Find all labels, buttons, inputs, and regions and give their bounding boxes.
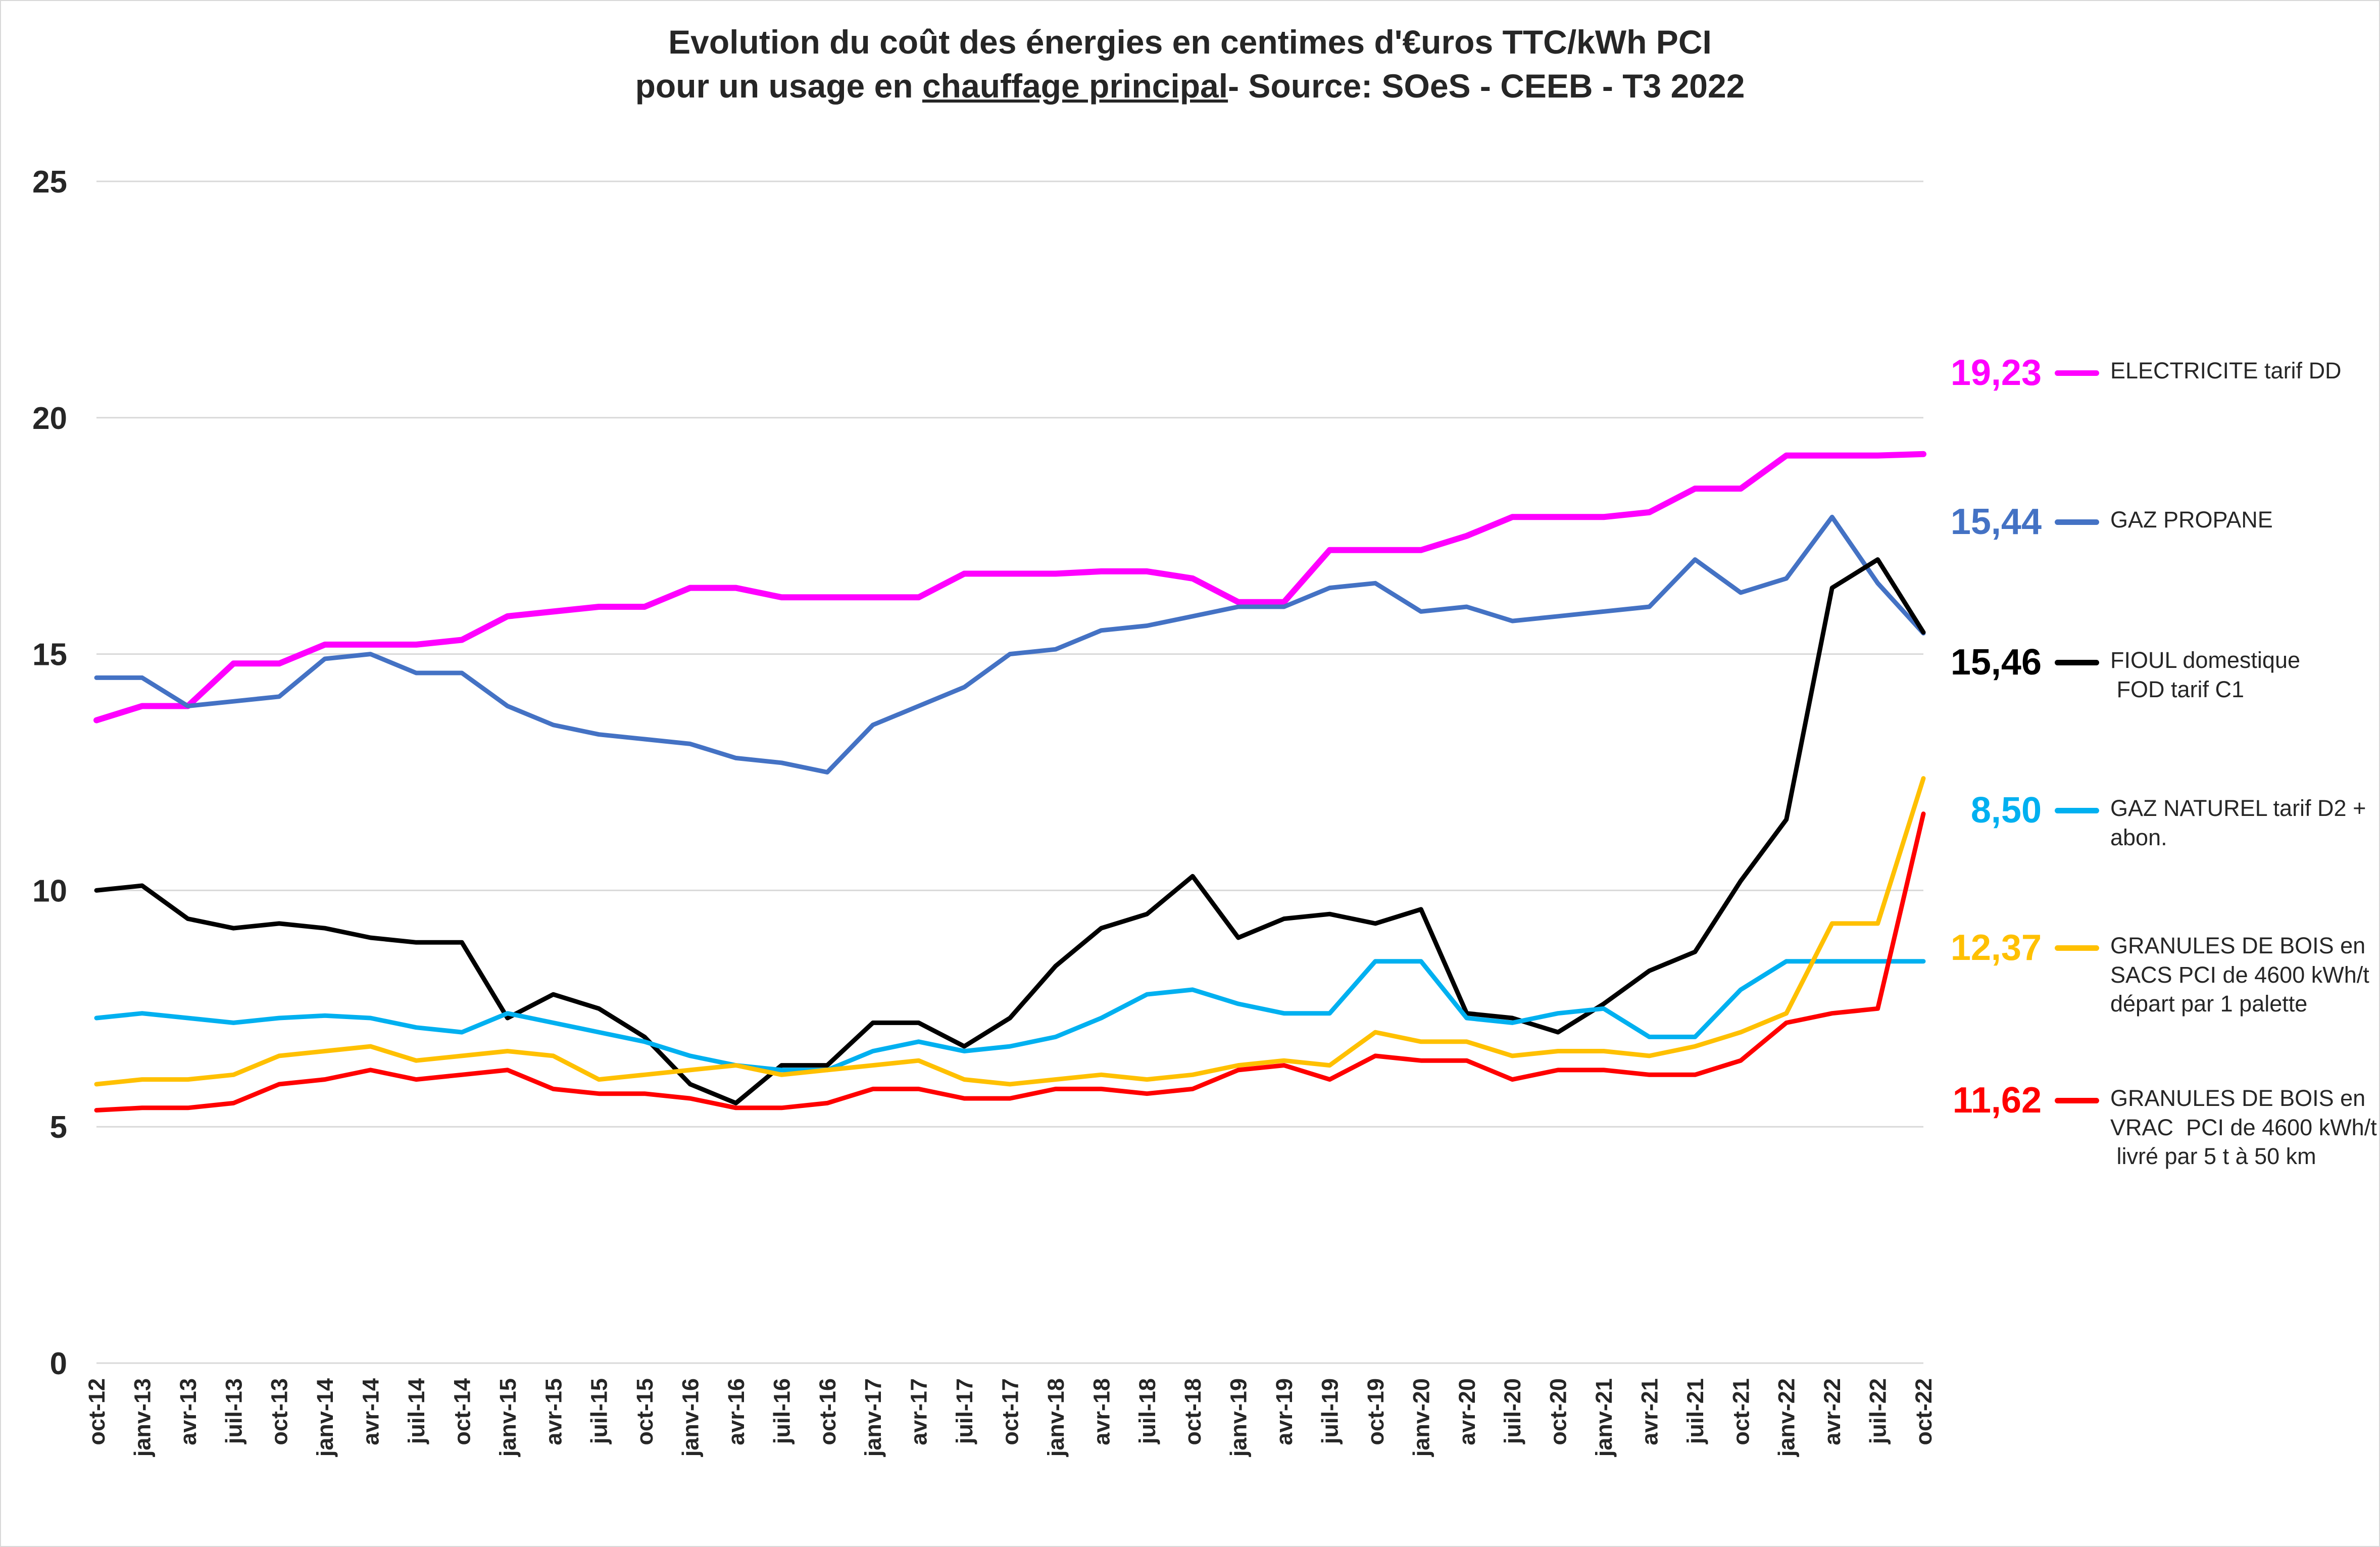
x-axis-tick-label: juil-14 [404, 1378, 429, 1444]
chart-title-line2-underlined: chauffage principal [922, 67, 1228, 105]
x-axis-tick-label: oct-21 [1728, 1378, 1754, 1445]
chart-title-line2-suffix: - Source: SOeS - CEEB - T3 2022 [1228, 67, 1745, 105]
x-axis-tick-label: oct-20 [1546, 1378, 1571, 1445]
x-axis-tick-label: avr-13 [175, 1378, 201, 1445]
x-axis-tick-label: oct-12 [84, 1378, 110, 1445]
chart-title-line1: Evolution du coût des énergies en centim… [668, 23, 1712, 61]
x-axis-tick-label: avr-15 [540, 1378, 566, 1445]
x-axis-tick-label: janv-21 [1591, 1378, 1617, 1457]
series-line-granules-vrac [94, 811, 1926, 1113]
x-axis-tick-label: janv-22 [1774, 1378, 1800, 1457]
y-axis-tick-label: 5 [50, 1110, 67, 1145]
x-axis-tick-label: avr-21 [1637, 1378, 1662, 1445]
x-axis-tick-label: juil-15 [586, 1378, 612, 1444]
x-axis-tick-label: janv-16 [678, 1378, 704, 1457]
y-axis-tick-label: 25 [32, 165, 67, 200]
x-axis-tick-label: juil-17 [952, 1378, 977, 1444]
x-axis-tick-label: avr-14 [358, 1378, 384, 1445]
chart-title-line2: pour un usage en chauffage principal- So… [1, 64, 2379, 108]
x-axis-tick-label: oct-15 [632, 1378, 658, 1445]
x-axis-tick-label: janv-13 [129, 1378, 155, 1457]
x-axis-tick-label: janv-19 [1226, 1378, 1252, 1457]
x-axis-tick-label: juil-16 [769, 1378, 795, 1444]
chart-title-line2-prefix: pour un usage en [635, 67, 922, 105]
x-axis-tick-label: juil-19 [1317, 1378, 1343, 1444]
x-axis-tick-label: avr-17 [906, 1378, 932, 1445]
series-line-gaz-propane [94, 514, 1926, 775]
x-axis-tick-label: juil-13 [221, 1378, 246, 1444]
series-line-granules-sacs [94, 776, 1926, 1087]
x-axis-tick-label: oct-18 [1180, 1378, 1206, 1445]
x-axis-tick-label: juil-22 [1865, 1378, 1891, 1444]
y-axis-tick-label: 20 [32, 401, 67, 436]
x-axis-tick-label: avr-18 [1088, 1378, 1114, 1445]
x-axis-tick-label: oct-17 [998, 1378, 1023, 1445]
x-axis-tick-label: avr-22 [1819, 1378, 1845, 1445]
x-axis-tick-label: oct-19 [1363, 1378, 1389, 1445]
x-axis-tick-label: janv-20 [1408, 1378, 1434, 1457]
y-axis-tick-label: 10 [32, 874, 67, 908]
x-axis-tick-label: oct-13 [267, 1378, 292, 1445]
x-axis-tick-label: avr-16 [723, 1378, 749, 1445]
y-axis-tick-label: 15 [32, 638, 67, 672]
x-axis-tick-label: oct-14 [449, 1378, 475, 1445]
series-line-gaz-naturel [94, 959, 1926, 1073]
x-axis-tick-label: juil-20 [1500, 1378, 1525, 1444]
x-axis-tick-label: avr-19 [1271, 1378, 1297, 1445]
x-axis-tick-label: janv-14 [312, 1378, 338, 1457]
series-line-fioul [94, 557, 1926, 1105]
series-line-electricite [93, 451, 1926, 723]
x-axis-tick-label: oct-16 [815, 1378, 840, 1445]
x-axis-tick-label: juil-21 [1682, 1378, 1708, 1444]
x-axis-tick-label: oct-22 [1911, 1378, 1937, 1445]
y-axis-tick-label: 0 [50, 1346, 67, 1381]
x-axis-tick-label: janv-15 [495, 1378, 521, 1457]
x-axis-tick-label: avr-20 [1454, 1378, 1480, 1445]
x-axis-tick-label: juil-18 [1134, 1378, 1160, 1444]
chart-title: Evolution du coût des énergies en centim… [1, 20, 2379, 108]
x-axis-tick-label: janv-18 [1043, 1378, 1069, 1457]
x-axis-tick-label: janv-17 [860, 1378, 886, 1457]
